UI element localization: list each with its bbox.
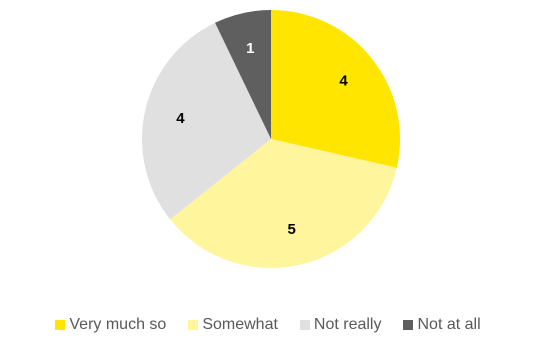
data-label-not-really: 4 <box>176 110 185 127</box>
legend-item-very-much-so: Very much so <box>55 316 166 334</box>
data-label-somewhat: 5 <box>288 221 296 238</box>
legend-label: Not really <box>313 316 382 333</box>
legend-label: Somewhat <box>202 316 278 333</box>
legend-swatch <box>188 320 199 330</box>
legend-item-somewhat: Somewhat <box>188 316 278 334</box>
pie-slice-not-at-all <box>215 10 271 139</box>
legend-label: Not at all <box>417 316 481 333</box>
pie-slice-very-much-so <box>271 10 401 168</box>
legend: Very much so Somewhat Not really Not at all <box>0 314 536 336</box>
pie-slice-not-really <box>142 22 271 220</box>
legend-label: Very much so <box>69 316 167 333</box>
data-label-not-at-all: 1 <box>246 40 254 57</box>
pie-plot-area: 4 5 4 1 <box>142 10 401 269</box>
legend-swatch <box>403 320 414 330</box>
legend-item-not-at-all: Not at all <box>403 316 481 334</box>
legend-item-not-really: Not really <box>299 316 382 334</box>
data-label-very-much-so: 4 <box>339 73 348 90</box>
legend-swatch <box>299 320 310 330</box>
pie-slice-somewhat <box>170 139 397 269</box>
legend-swatch <box>55 320 66 330</box>
